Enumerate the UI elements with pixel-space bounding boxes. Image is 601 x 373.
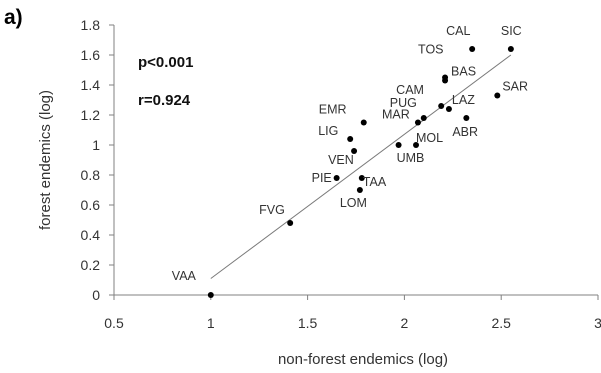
data-point-pie xyxy=(333,175,340,181)
data-point-pug xyxy=(420,115,427,121)
y-tick-label: 1 xyxy=(92,137,100,153)
point-label-lig: LIG xyxy=(318,124,338,138)
y-axis-title: forest endemics (log) xyxy=(37,90,54,230)
y-tick-label: 1.8 xyxy=(81,17,101,33)
r-value-annotation: r=0.924 xyxy=(138,92,191,109)
point-label-pie: PIE xyxy=(312,171,332,185)
trendline xyxy=(210,54,512,279)
x-tick-label: 2.5 xyxy=(491,315,511,331)
x-tick-label: 0.5 xyxy=(104,315,124,331)
data-point-sic xyxy=(507,46,514,52)
point-label-abr: ABR xyxy=(452,125,478,139)
data-point-lig xyxy=(347,136,354,142)
y-tick-label: 0.4 xyxy=(81,227,101,243)
point-label-cam: CAM xyxy=(396,83,424,97)
point-label-tos: TOS xyxy=(418,43,443,57)
y-tick-label: 1.6 xyxy=(81,47,101,63)
data-point-cal xyxy=(469,46,476,52)
point-label-sic: SIC xyxy=(501,24,522,38)
data-point-vaa xyxy=(207,292,214,298)
point-label-emr: EMR xyxy=(319,103,347,117)
p-value-annotation: p<0.001 xyxy=(138,54,194,71)
data-point-ven xyxy=(351,148,358,154)
point-label-sar: SAR xyxy=(502,80,528,94)
data-point-laz xyxy=(445,106,452,112)
point-label-ven: VEN xyxy=(328,153,354,167)
data-point-lom xyxy=(356,187,363,193)
point-label-cal: CAL xyxy=(446,24,470,38)
x-axis-title: non-forest endemics (log) xyxy=(278,351,448,368)
point-label-taa: TAA xyxy=(363,175,387,189)
point-label-pug: PUG xyxy=(390,96,417,110)
y-tick-label: 0.8 xyxy=(81,167,101,183)
point-label-lom: LOM xyxy=(340,196,367,210)
y-tick-label: 1.2 xyxy=(81,107,101,123)
data-point-sar xyxy=(494,92,501,99)
data-point-mol xyxy=(413,142,420,148)
point-label-vaa: VAA xyxy=(172,269,197,283)
point-label-fvg: FVG xyxy=(259,203,285,217)
point-label-mar: MAR xyxy=(382,108,410,122)
x-tick-label: 1.5 xyxy=(298,315,318,331)
trendline-group xyxy=(210,54,512,279)
point-label-bas: BAS xyxy=(451,65,476,79)
point-label-umb: UMB xyxy=(397,151,425,165)
panel-label: a) xyxy=(4,6,23,29)
data-point-cam xyxy=(438,103,445,109)
y-tick-label: 0.2 xyxy=(81,257,101,273)
data-point-abr xyxy=(463,115,470,121)
x-tick-label: 1 xyxy=(207,315,215,331)
data-point-fvg xyxy=(287,220,294,226)
data-points xyxy=(207,46,514,298)
x-tick-label: 2 xyxy=(401,315,409,331)
x-tick-label: 3 xyxy=(594,315,601,331)
data-point-umb xyxy=(395,142,402,148)
y-tick-label: 1.4 xyxy=(81,77,101,93)
data-point-taa xyxy=(358,175,365,181)
data-point-emr xyxy=(360,119,367,126)
data-point-tos xyxy=(442,74,449,81)
point-label-mol: MOL xyxy=(416,131,443,145)
y-tick-label: 0 xyxy=(92,287,100,303)
axes: 0.5 1 1.5 2 2.5 3 0 0.2 0.4 0.6 0.8 1 1.2 1.4 1.6 1.8 no… xyxy=(37,17,601,368)
point-label-laz: LAZ xyxy=(452,93,475,107)
data-point-mar xyxy=(414,119,421,126)
y-tick-label: 0.6 xyxy=(81,197,101,213)
